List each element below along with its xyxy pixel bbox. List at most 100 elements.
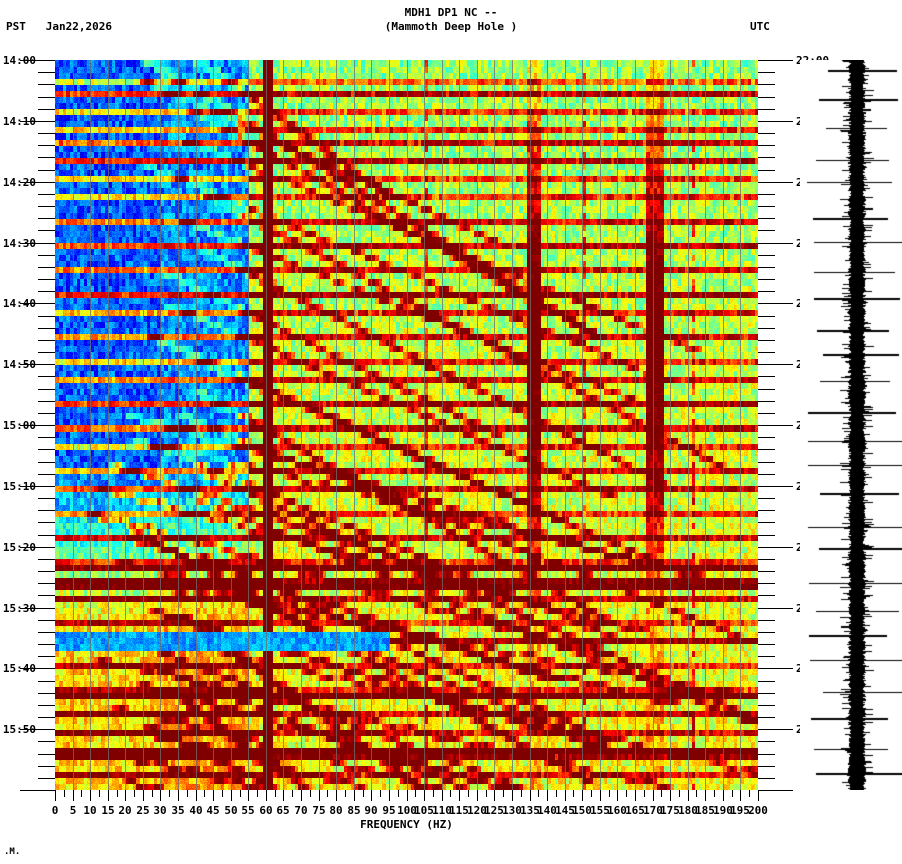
frequency-label: 195 — [730, 804, 750, 817]
freq-tick-major — [442, 790, 443, 801]
time-tick-minor — [758, 267, 775, 268]
time-tick-major — [20, 486, 55, 487]
frequency-label: 125 — [484, 804, 504, 817]
freq-tick-major — [248, 790, 249, 801]
frequency-label: 75 — [312, 804, 326, 817]
header-timezone-date: PST Jan22,2026 — [6, 20, 112, 33]
time-tick-major — [758, 182, 793, 183]
frequency-label: 105 — [414, 804, 434, 817]
time-tick-minor — [758, 291, 775, 292]
freq-tick-minor — [503, 790, 504, 797]
time-tick-major — [20, 60, 55, 61]
time-tick-minor — [758, 462, 775, 463]
freq-tick-major — [266, 790, 267, 801]
freq-tick-minor — [257, 790, 258, 797]
freq-tick-major — [160, 790, 161, 801]
time-tick-minor — [38, 741, 55, 742]
time-tick-minor — [38, 218, 55, 219]
time-tick-minor — [758, 157, 775, 158]
time-tick-minor — [758, 681, 775, 682]
time-tick-major — [20, 182, 55, 183]
frequency-label: 155 — [590, 804, 610, 817]
time-tick-major — [20, 364, 55, 365]
spectrogram-plot[interactable] — [55, 60, 758, 790]
frequency-label: 65 — [276, 804, 290, 817]
frequency-label: 30 — [153, 804, 167, 817]
time-tick-minor — [38, 498, 55, 499]
freq-tick-major — [582, 790, 583, 801]
time-tick-minor — [38, 291, 55, 292]
time-tick-minor — [758, 316, 775, 317]
time-tick-minor — [758, 389, 775, 390]
time-tick-minor — [758, 352, 775, 353]
time-tick-minor — [38, 84, 55, 85]
frequency-label: 35 — [171, 804, 185, 817]
freq-tick-minor — [679, 790, 680, 797]
time-tick-minor — [38, 340, 55, 341]
frequency-label: 25 — [136, 804, 150, 817]
time-tick-minor — [38, 437, 55, 438]
time-tick-major — [758, 608, 793, 609]
freq-tick-major — [231, 790, 232, 801]
time-label-pst: 15:20 — [2, 541, 36, 554]
time-tick-minor — [38, 109, 55, 110]
seismogram-canvas[interactable] — [800, 60, 902, 790]
time-label-pst: 15:00 — [2, 419, 36, 432]
time-tick-major — [758, 243, 793, 244]
frequency-label: 15 — [101, 804, 115, 817]
time-tick-minor — [758, 754, 775, 755]
time-tick-major — [758, 486, 793, 487]
frequency-label: 60 — [259, 804, 273, 817]
freq-tick-major — [424, 790, 425, 801]
time-tick-minor — [758, 620, 775, 621]
time-tick-minor — [758, 376, 775, 377]
time-label-pst: 15:50 — [2, 723, 36, 736]
time-tick-minor — [758, 97, 775, 98]
frequency-label: 20 — [118, 804, 132, 817]
time-tick-minor — [38, 157, 55, 158]
freq-tick-minor — [64, 790, 65, 797]
time-tick-minor — [758, 741, 775, 742]
freq-tick-major — [55, 790, 56, 801]
seismogram-panel[interactable] — [800, 60, 902, 790]
frequency-label: 190 — [713, 804, 733, 817]
freq-tick-major — [354, 790, 355, 801]
time-label-pst: 15:40 — [2, 662, 36, 675]
time-tick-minor — [38, 681, 55, 682]
header-timezone-utc: UTC — [750, 20, 770, 33]
freq-tick-minor — [327, 790, 328, 797]
freq-tick-major — [301, 790, 302, 801]
freq-tick-minor — [609, 790, 610, 797]
freq-tick-minor — [749, 790, 750, 797]
freq-tick-major — [670, 790, 671, 801]
freq-tick-major — [547, 790, 548, 801]
time-tick-major — [20, 243, 55, 244]
time-tick-major — [758, 547, 793, 548]
time-tick-minor — [758, 766, 775, 767]
freq-tick-major — [143, 790, 144, 801]
freq-tick-major — [371, 790, 372, 801]
time-tick-minor — [38, 376, 55, 377]
freq-tick-major — [319, 790, 320, 801]
time-label-pst: 14:10 — [2, 115, 36, 128]
time-tick-minor — [38, 778, 55, 779]
freq-tick-minor — [310, 790, 311, 797]
time-tick-minor — [38, 717, 55, 718]
freq-tick-minor — [222, 790, 223, 797]
frequency-label: 165 — [625, 804, 645, 817]
time-tick-minor — [758, 717, 775, 718]
freq-tick-minor — [573, 790, 574, 797]
time-tick-minor — [758, 595, 775, 596]
frequency-label: 100 — [397, 804, 417, 817]
freq-tick-minor — [696, 790, 697, 797]
time-tick-major — [20, 608, 55, 609]
freq-tick-major — [705, 790, 706, 801]
freq-tick-major — [758, 790, 759, 801]
page-subtitle: (Mammoth Deep Hole ) — [384, 20, 518, 33]
spectrogram-canvas[interactable] — [55, 60, 758, 790]
freq-tick-major — [407, 790, 408, 801]
time-tick-minor — [758, 170, 775, 171]
time-tick-minor — [38, 352, 55, 353]
freq-tick-minor — [99, 790, 100, 797]
freq-tick-major — [653, 790, 654, 801]
